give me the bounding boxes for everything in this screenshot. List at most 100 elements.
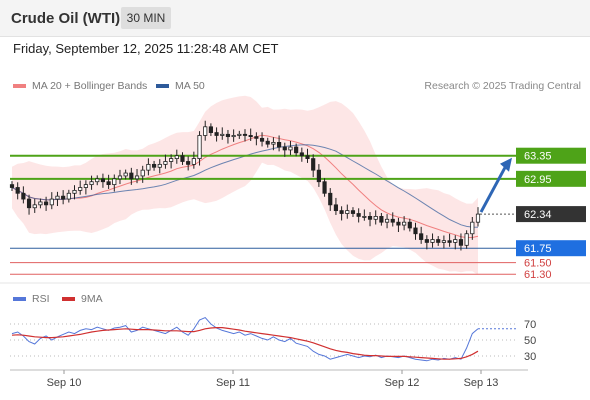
candle bbox=[15, 182, 20, 200]
candle-body bbox=[413, 227, 418, 235]
candle bbox=[419, 226, 424, 244]
candle-body bbox=[402, 221, 407, 226]
candle-body bbox=[237, 133, 242, 136]
candle-body bbox=[49, 198, 54, 206]
candle bbox=[146, 158, 151, 176]
candle bbox=[134, 169, 140, 184]
candle-body bbox=[55, 195, 60, 200]
chart-header: Crude Oil (WTI) 30 MIN bbox=[0, 0, 590, 37]
candle-body bbox=[328, 192, 333, 206]
candle bbox=[72, 185, 77, 200]
rsi-swatch bbox=[13, 297, 26, 301]
candle-body bbox=[174, 155, 179, 159]
candle bbox=[316, 164, 321, 187]
candle-body bbox=[26, 198, 32, 209]
candle bbox=[447, 233, 452, 247]
rsi-line bbox=[11, 317, 479, 362]
candle-body bbox=[316, 169, 321, 183]
candle bbox=[129, 167, 134, 185]
candle-body bbox=[254, 136, 259, 139]
candle-body bbox=[134, 175, 140, 180]
candle bbox=[407, 218, 412, 232]
candle bbox=[350, 207, 356, 217]
candle bbox=[379, 212, 384, 226]
candle bbox=[254, 132, 259, 146]
candle-body bbox=[106, 181, 111, 186]
candle bbox=[214, 127, 219, 142]
candle-body bbox=[271, 142, 276, 145]
candle-body bbox=[208, 126, 213, 133]
candle bbox=[311, 154, 316, 178]
candle bbox=[186, 156, 191, 171]
candle bbox=[294, 143, 299, 157]
price-levels-layer bbox=[10, 154, 516, 275]
legend-ma50: MA 50 bbox=[156, 80, 205, 92]
candle bbox=[163, 154, 168, 169]
candle-body bbox=[373, 216, 378, 220]
bollinger-layer bbox=[12, 95, 478, 275]
candle bbox=[26, 194, 32, 215]
candle-body bbox=[38, 201, 43, 206]
candle-body bbox=[299, 152, 304, 157]
candle bbox=[396, 217, 401, 233]
research-credit: Research © 2025 Trading Central bbox=[424, 80, 581, 92]
ma20-swatch bbox=[13, 84, 26, 88]
candle bbox=[208, 123, 213, 137]
candle bbox=[169, 154, 174, 169]
candle bbox=[61, 190, 66, 205]
candles-layer bbox=[9, 120, 481, 251]
candle-body bbox=[72, 189, 77, 194]
candle-body bbox=[384, 218, 390, 223]
rsi-tick-50: 50 bbox=[524, 335, 536, 347]
candle-body bbox=[9, 184, 15, 188]
candle-body bbox=[242, 133, 248, 136]
candle-body bbox=[407, 221, 412, 229]
x-tick-label: Sep 13 bbox=[464, 377, 499, 389]
candle-body bbox=[21, 192, 26, 200]
candle bbox=[38, 198, 43, 209]
candle-body bbox=[66, 192, 71, 200]
candle-body bbox=[453, 239, 458, 243]
candle-body bbox=[390, 218, 395, 223]
pivot-tag bbox=[516, 240, 586, 257]
candle-body bbox=[95, 178, 100, 183]
candle-body bbox=[231, 135, 236, 138]
candle bbox=[203, 120, 208, 141]
candle bbox=[237, 130, 242, 139]
candle-body bbox=[100, 178, 106, 183]
candle bbox=[191, 151, 196, 169]
legend-rsi: RSI bbox=[13, 293, 50, 305]
candle bbox=[21, 186, 26, 204]
candle bbox=[390, 212, 395, 227]
candle-body bbox=[225, 133, 231, 138]
candle-body bbox=[419, 233, 424, 240]
ma50-swatch bbox=[156, 84, 169, 88]
support-label-61.30: 61.30 bbox=[524, 269, 552, 281]
candle-body bbox=[140, 169, 145, 177]
candle-body bbox=[129, 172, 134, 180]
candle bbox=[305, 148, 310, 163]
timeframe-badge[interactable]: 30 MIN bbox=[121, 7, 171, 29]
candle bbox=[265, 137, 270, 148]
candle-body bbox=[169, 158, 174, 162]
candle bbox=[322, 178, 327, 197]
candle bbox=[413, 222, 418, 240]
candle-body bbox=[123, 172, 128, 177]
candle-body bbox=[32, 204, 37, 209]
candle-body bbox=[305, 155, 310, 159]
candle bbox=[248, 128, 253, 141]
candle-body bbox=[157, 163, 162, 168]
candle bbox=[140, 165, 145, 183]
candle-body bbox=[322, 181, 327, 194]
candle bbox=[288, 140, 293, 156]
rsi-ma-line bbox=[11, 327, 479, 360]
candle bbox=[106, 174, 111, 189]
rsi-tick-30: 30 bbox=[524, 351, 536, 363]
rsi-tick-70: 70 bbox=[524, 319, 536, 331]
resistance-label-62.95: 62.95 bbox=[524, 174, 552, 186]
candle bbox=[436, 236, 441, 246]
candle-body bbox=[436, 239, 441, 243]
candle bbox=[464, 230, 469, 249]
candle-body bbox=[350, 210, 356, 214]
